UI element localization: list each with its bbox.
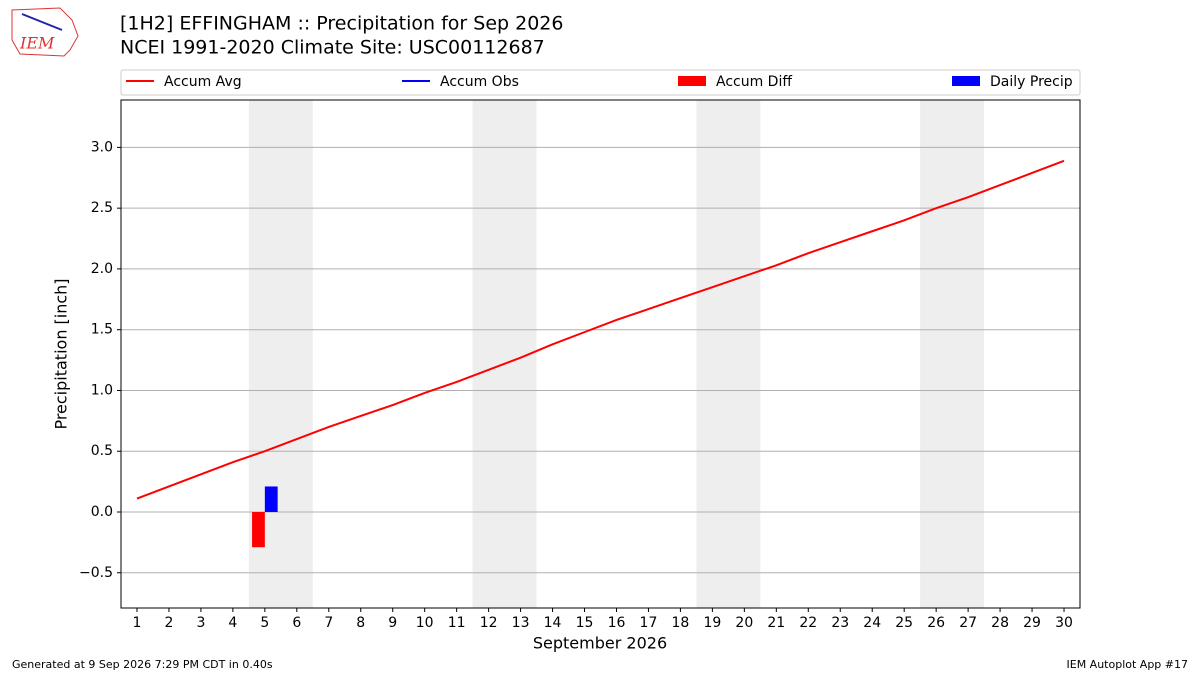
x-tick-label: 2	[164, 615, 173, 631]
footer-right: IEM Autoplot App #17	[1067, 658, 1189, 671]
legend-swatch	[952, 76, 980, 86]
x-tick-label: 13	[512, 615, 530, 631]
x-tick-label: 5	[260, 615, 269, 631]
bar	[252, 511, 265, 548]
x-tick-label: 3	[196, 615, 205, 631]
legend-label: Accum Diff	[716, 74, 792, 90]
weekend-band	[920, 100, 985, 608]
x-tick-label: 25	[895, 615, 913, 631]
x-tick-label: 11	[448, 615, 466, 631]
line-series	[136, 159, 1065, 500]
x-tick-label: 30	[1055, 615, 1073, 631]
y-tick-label: 0.0	[91, 504, 113, 520]
x-tick-label: 20	[735, 615, 753, 631]
legend-box	[120, 69, 1081, 96]
legend-swatch	[678, 76, 706, 86]
x-tick-label: 16	[608, 615, 626, 631]
y-tick-label: 1.5	[91, 322, 113, 338]
x-tick-label: 8	[356, 615, 365, 631]
x-tick-label: 28	[991, 615, 1009, 631]
y-tick-label: 2.5	[91, 200, 113, 216]
legend-label: Daily Precip	[990, 74, 1073, 90]
logo-text: IEM	[19, 34, 55, 53]
chart-subtitle: NCEI 1991-2020 Climate Site: USC00112687	[120, 37, 545, 59]
x-tick-label: 7	[324, 615, 333, 631]
footer-left: Generated at 9 Sep 2026 7:29 PM CDT in 0…	[12, 658, 273, 671]
x-tick-label: 14	[544, 615, 562, 631]
x-tick-label: 22	[799, 615, 817, 631]
x-tick-label: 4	[228, 615, 237, 631]
x-tick-label: 26	[927, 615, 945, 631]
y-tick-label: 2.0	[91, 261, 113, 277]
x-tick-label: 29	[1023, 615, 1041, 631]
x-tick-label: 1	[133, 615, 142, 631]
x-tick-label: 6	[292, 615, 301, 631]
plot-frame	[120, 99, 1081, 609]
x-tick-label: 9	[388, 615, 397, 631]
y-tick-label: −0.5	[79, 565, 113, 581]
x-tick-label: 21	[767, 615, 785, 631]
bar	[264, 486, 278, 512]
y-tick-label: 3.0	[91, 139, 113, 155]
x-tick-label: 27	[959, 615, 977, 631]
chart-title: [1H2] EFFINGHAM :: Precipitation for Sep…	[120, 13, 563, 35]
logo: IEM	[11, 7, 79, 57]
x-tick-label: 17	[640, 615, 658, 631]
x-tick-label: 18	[672, 615, 690, 631]
x-tick-label: 15	[576, 615, 594, 631]
legend-label: Accum Avg	[164, 74, 242, 90]
x-axis-label: September 2026	[533, 634, 667, 653]
weekend-band	[472, 100, 537, 608]
weekend-band	[696, 100, 761, 608]
x-tick-label: 23	[831, 615, 849, 631]
y-tick-label: 1.0	[91, 382, 113, 398]
y-tick-label: 0.5	[91, 443, 113, 459]
x-tick-label: 19	[703, 615, 721, 631]
y-axis-label: Precipitation [inch]	[52, 278, 71, 429]
x-tick-label: 12	[480, 615, 498, 631]
x-tick-label: 10	[416, 615, 434, 631]
x-tick-label: 24	[863, 615, 881, 631]
legend-label: Accum Obs	[440, 74, 519, 90]
